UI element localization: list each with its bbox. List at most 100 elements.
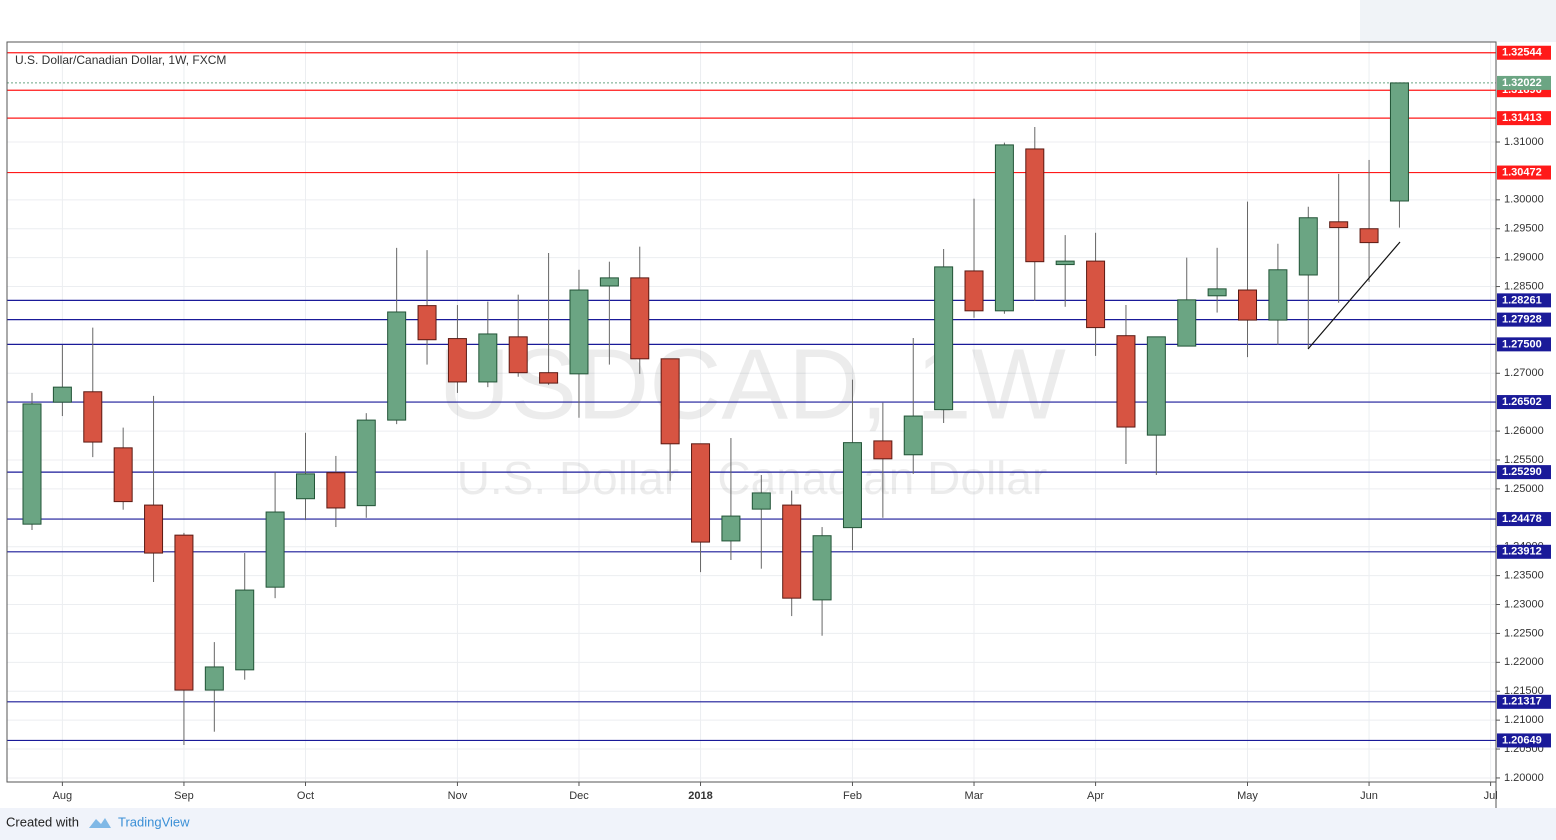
candle-body — [782, 504, 802, 599]
level-label-bg — [1497, 512, 1551, 527]
candle-body — [569, 289, 589, 375]
footer-bar — [0, 808, 1556, 840]
candle-body — [1238, 289, 1258, 321]
candle-body — [599, 277, 619, 287]
x-tick-label: Feb — [843, 790, 862, 802]
candle-body — [478, 333, 498, 383]
candle-body — [1359, 228, 1379, 244]
level-label-bg — [1497, 395, 1551, 410]
y-tick-label: 1.26000 — [1504, 425, 1544, 437]
level-label: 1.30472 — [1502, 166, 1542, 178]
level-label: 1.24478 — [1502, 513, 1542, 525]
level-label-bg — [1497, 45, 1551, 60]
candle-body — [1086, 260, 1106, 329]
candle-body — [1116, 335, 1136, 428]
y-tick-label: 1.22000 — [1504, 656, 1544, 668]
candle-body — [994, 144, 1014, 312]
y-tick-label: 1.23000 — [1504, 598, 1544, 610]
candle-body — [1268, 269, 1288, 321]
candle-body — [22, 403, 42, 525]
candle-body — [447, 338, 467, 383]
candle-body — [934, 266, 954, 411]
candle-body — [964, 270, 984, 312]
watermark: USDCAD, 1W — [438, 328, 1066, 440]
level-label: 1.20649 — [1502, 734, 1542, 746]
top-right-panel — [1360, 0, 1556, 42]
last-price-bg — [1497, 75, 1551, 90]
candle-body — [387, 311, 407, 421]
footer-brand[interactable]: TradingView — [118, 814, 190, 829]
candle-body — [508, 336, 528, 374]
y-tick-label: 1.27000 — [1504, 367, 1544, 379]
candle-body — [903, 415, 923, 456]
x-tick-label: 2018 — [688, 790, 712, 802]
level-label-bg — [1497, 733, 1551, 748]
candle-body — [1177, 299, 1197, 347]
candle-body — [660, 358, 680, 445]
candle-body — [417, 305, 437, 341]
candle-body — [144, 504, 164, 554]
candles — [22, 82, 1409, 745]
level-label-bg — [1497, 111, 1551, 126]
candle-body — [235, 589, 255, 671]
x-tick-label: Jun — [1360, 790, 1378, 802]
level-label: 1.27500 — [1502, 338, 1542, 350]
x-tick-label: Aug — [53, 790, 73, 802]
x-tick-label: Oct — [297, 790, 314, 802]
level-label-bg — [1497, 165, 1551, 180]
y-tick-label: 1.23500 — [1504, 570, 1544, 582]
x-tick-label: Mar — [965, 790, 984, 802]
candle-body — [1298, 217, 1318, 276]
candle-body — [174, 534, 194, 691]
candle-body — [326, 472, 346, 509]
candle-body — [204, 666, 224, 691]
chart-title: U.S. Dollar/Canadian Dollar, 1W, FXCM — [15, 53, 226, 67]
footer-prefix: Created with — [6, 814, 79, 829]
candle-body — [1025, 148, 1045, 263]
x-tick-label: Sep — [174, 790, 194, 802]
level-label-bg — [1497, 312, 1551, 327]
candle-body — [539, 372, 559, 384]
candle-body — [751, 492, 771, 510]
level-label-bg — [1497, 465, 1551, 480]
level-label: 1.27928 — [1502, 314, 1542, 326]
y-tick-label: 1.25000 — [1504, 483, 1544, 495]
candle-body — [812, 535, 832, 601]
level-label: 1.32544 — [1502, 47, 1543, 59]
level-label: 1.26502 — [1502, 396, 1542, 408]
candle-body — [113, 447, 133, 503]
y-tick-label: 1.31000 — [1504, 136, 1544, 148]
level-label-bg — [1497, 544, 1551, 559]
level-label: 1.28261 — [1502, 294, 1542, 306]
candle-body — [295, 473, 315, 500]
x-tick-label: Jul — [1484, 790, 1498, 802]
x-tick-label: Apr — [1087, 790, 1104, 802]
logo-icon — [89, 818, 111, 828]
x-tick-label: May — [1237, 790, 1258, 802]
y-tick-label: 1.22500 — [1504, 627, 1544, 639]
candle-body — [1389, 82, 1409, 202]
candle-body — [873, 440, 893, 460]
level-label: 1.31413 — [1502, 112, 1542, 124]
candle-body — [630, 277, 650, 360]
y-tick-label: 1.21000 — [1504, 714, 1544, 726]
level-label: 1.25290 — [1502, 466, 1542, 478]
y-tick-label: 1.30000 — [1504, 194, 1544, 206]
candle-body — [356, 419, 376, 507]
trend-line — [1307, 241, 1401, 350]
y-tick-label: 1.20000 — [1504, 772, 1544, 784]
level-label-bg — [1497, 293, 1551, 308]
x-tick-label: Nov — [448, 790, 468, 802]
candle-body — [1146, 336, 1166, 436]
candle-body — [265, 511, 285, 588]
candle-body — [1055, 260, 1075, 266]
candle-body — [83, 391, 103, 443]
candle-body — [721, 515, 741, 542]
tradingview-logo — [89, 818, 111, 828]
level-label: 1.23912 — [1502, 546, 1542, 558]
y-tick-label: 1.29000 — [1504, 252, 1544, 264]
y-tick-label: 1.28500 — [1504, 280, 1544, 292]
candle-body — [52, 386, 72, 403]
candle-body — [1329, 221, 1349, 229]
